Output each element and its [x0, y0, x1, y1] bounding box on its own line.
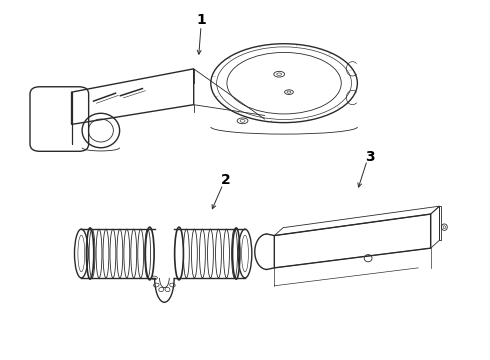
Text: 1: 1 [196, 13, 206, 27]
Text: 3: 3 [365, 150, 374, 164]
Text: 2: 2 [220, 173, 230, 187]
